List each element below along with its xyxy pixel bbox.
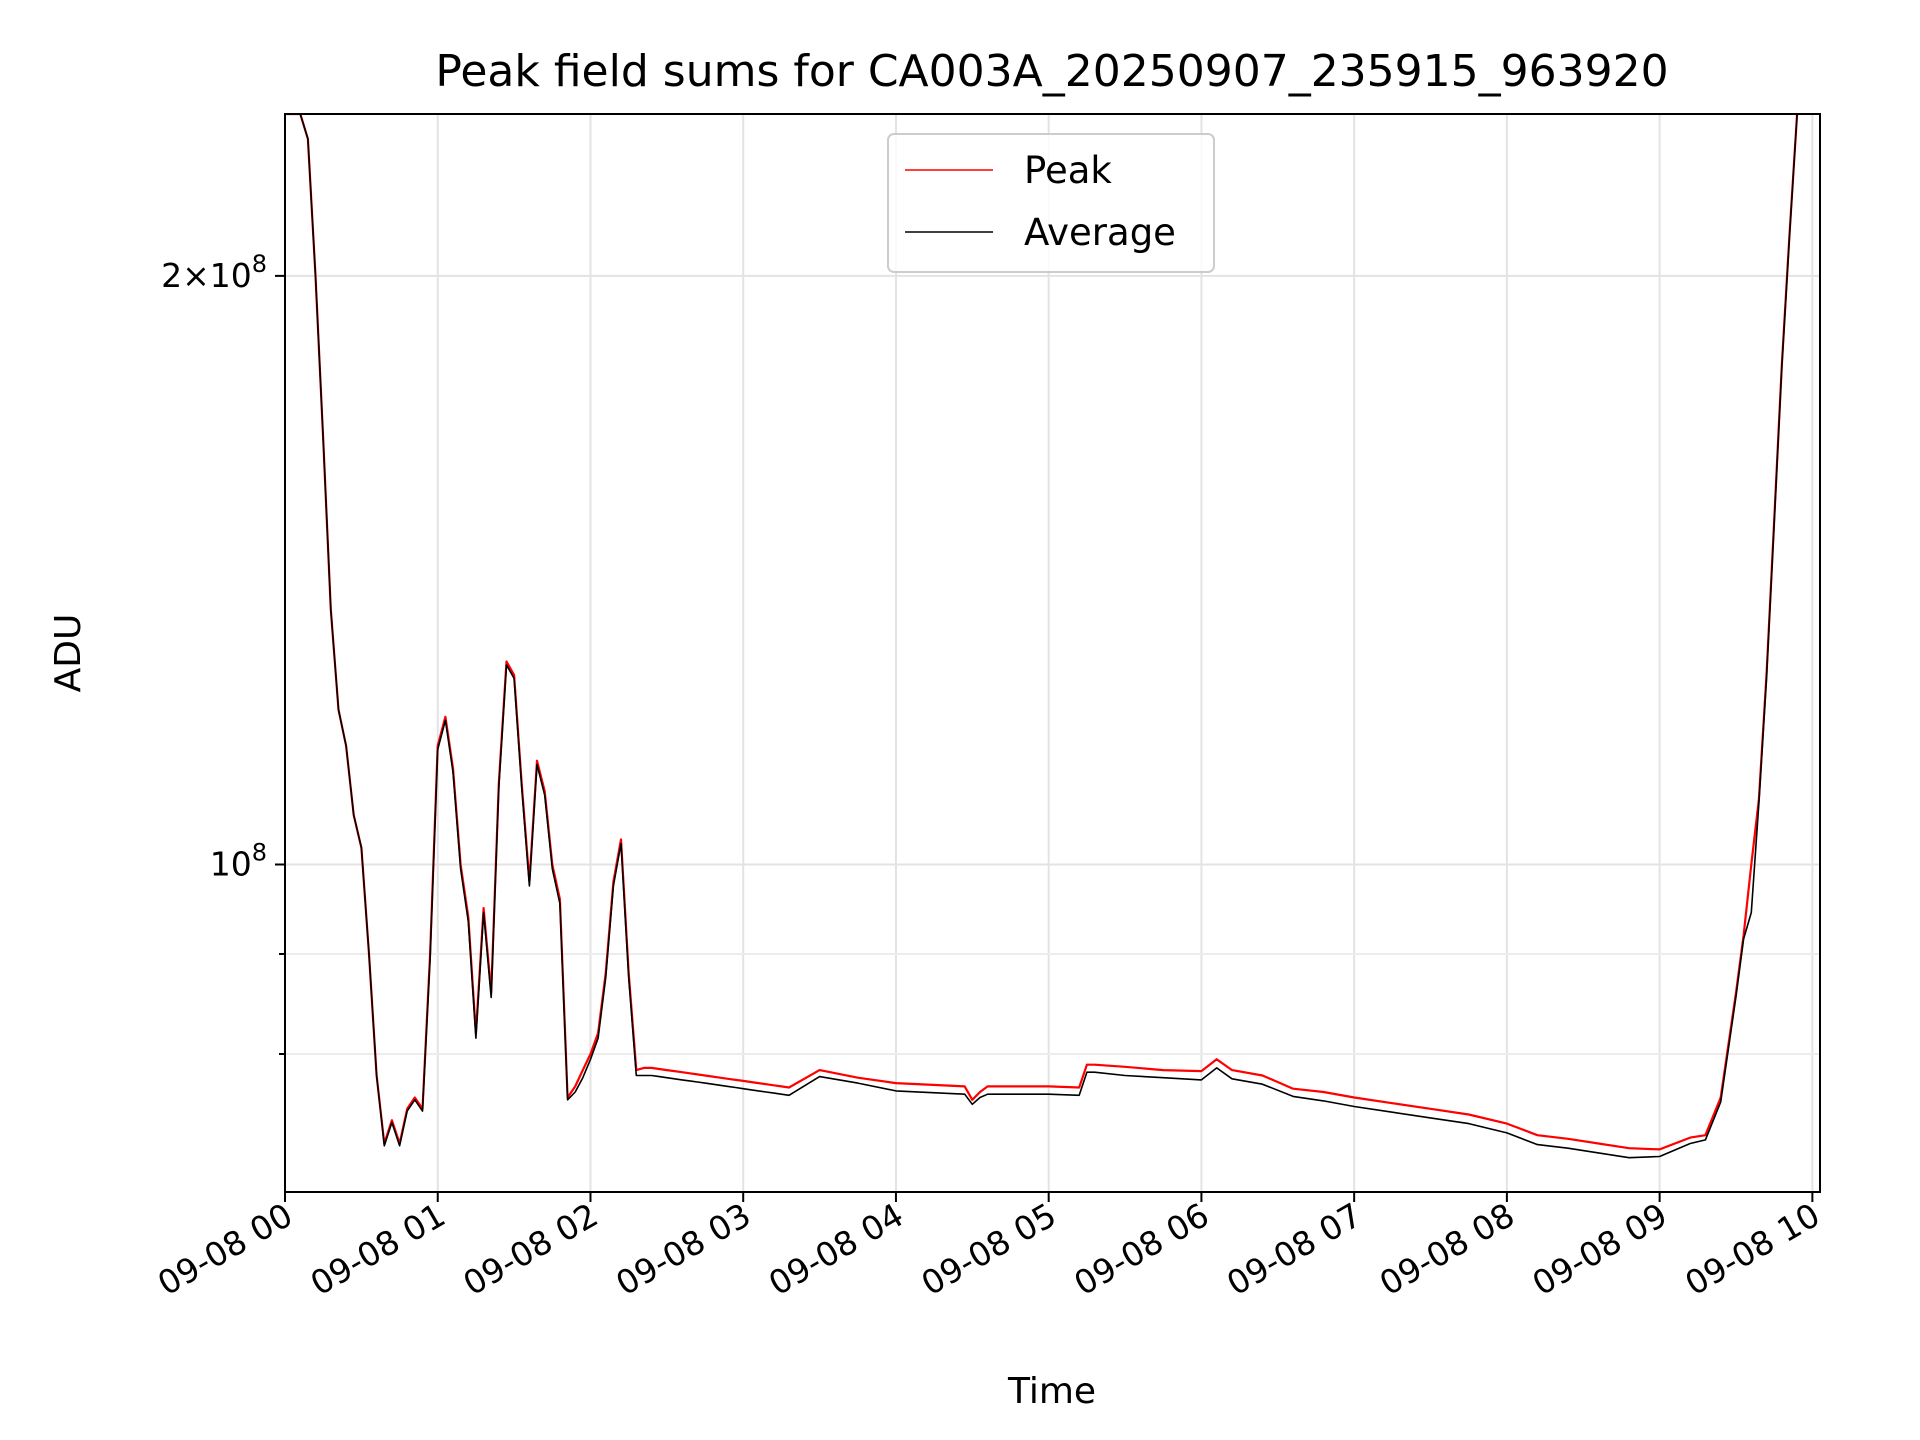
grid [285,114,1820,1192]
y-axis: 108 2×108 [161,250,285,1055]
x-tick-label: 09-08 10 [1678,1195,1826,1303]
y-tick-label: 2×108 [161,250,267,295]
x-tick-label: 09-08 04 [762,1195,910,1303]
x-tick-label: 09-08 07 [1220,1195,1368,1303]
x-tick-label: 09-08 03 [609,1195,757,1303]
legend-label-peak: Peak [1024,149,1112,192]
x-tick-label: 09-08 09 [1526,1195,1674,1303]
x-tick-label: 09-08 08 [1373,1195,1521,1303]
x-tick-label: 09-08 06 [1067,1195,1215,1303]
legend: Peak Average [887,133,1215,273]
y-axis-label: ADU [48,614,89,693]
series-line-average [285,114,1798,1159]
x-tick-label: 09-08 05 [915,1195,1063,1303]
chart-title: Peak field sums for CA003A_20250907_2359… [435,46,1668,97]
x-tick-label: 09-08 00 [151,1195,299,1303]
x-axis-label: Time [1007,1371,1096,1412]
legend-box [887,133,1215,273]
x-tick-label: 09-08 01 [304,1195,452,1303]
y-tick-label: 108 [210,838,267,883]
legend-label-average: Average [1024,211,1176,254]
series-layer [285,114,1799,1159]
plot-frame [284,113,1821,1193]
x-tick-label: 09-08 02 [456,1195,604,1303]
x-axis: 09-08 00 09-08 01 09-08 02 09-08 03 09-08 04… [151,1192,1826,1303]
